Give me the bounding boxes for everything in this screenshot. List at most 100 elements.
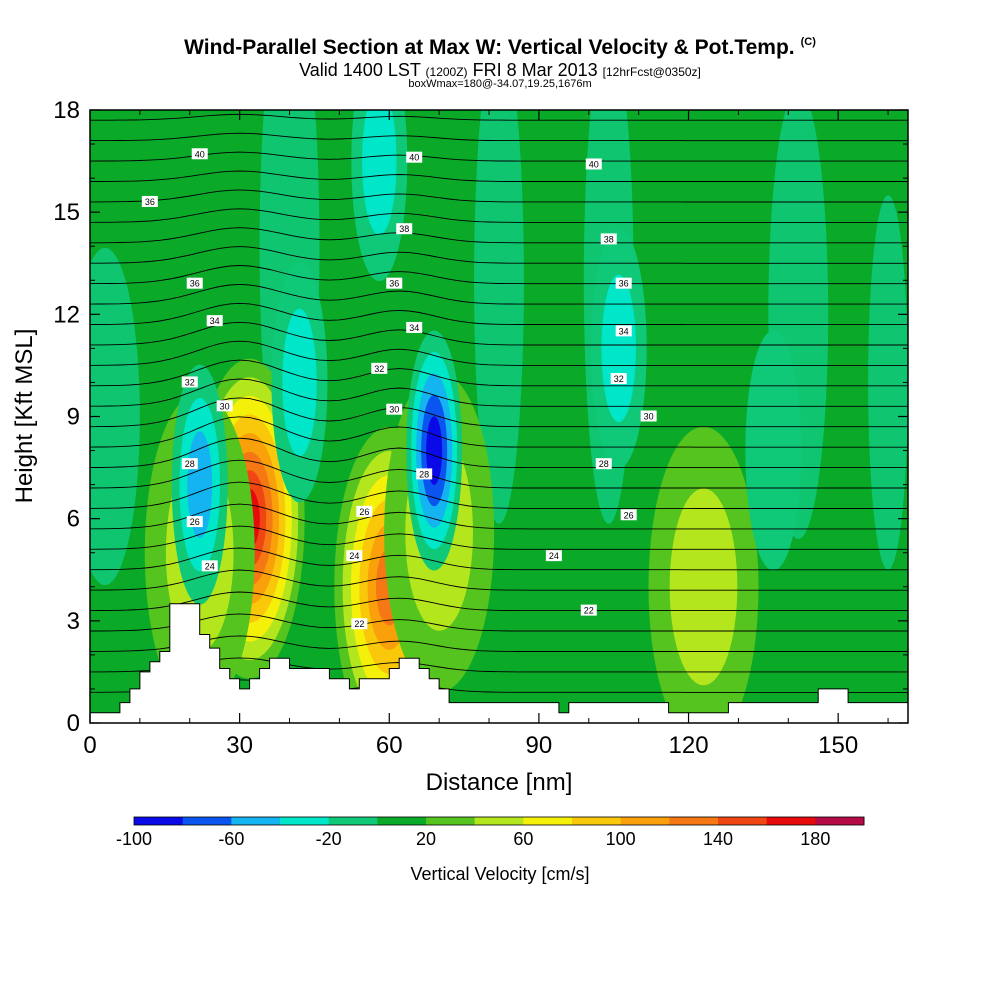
- theta-contour: [90, 437, 908, 469]
- theta-label-bg: [545, 550, 562, 562]
- theta-contour: [90, 227, 908, 244]
- theta-label: 26: [356, 505, 373, 517]
- theta-label-text: 22: [354, 619, 364, 629]
- theta-label-bg: [406, 151, 423, 163]
- velocity-field: [90, 110, 908, 723]
- colorbar-tick-label: -20: [316, 829, 342, 849]
- theta-label-bg: [181, 458, 198, 470]
- background-streak: [90, 247, 140, 586]
- colorbar-swatch: [669, 817, 719, 825]
- downdraft-core: [351, 110, 408, 282]
- downdraft-core: [745, 330, 802, 571]
- theta-label: 36: [615, 277, 632, 289]
- theta-label: 34: [206, 315, 223, 327]
- theta-label-text: 36: [389, 279, 399, 289]
- colorbar-swatch: [620, 817, 670, 825]
- theta-label-bg: [620, 509, 637, 521]
- x-tick-label: 60: [376, 732, 403, 759]
- theta-label-text: 26: [359, 507, 369, 517]
- colorbar-swatch: [474, 817, 524, 825]
- y-tick-label: 15: [53, 199, 80, 226]
- theta-label-bg: [371, 362, 388, 374]
- colorbar-tick-label: 100: [606, 829, 636, 849]
- theta-label-text: 32: [374, 364, 384, 374]
- theta-contour: [90, 481, 908, 509]
- theta-contour: [90, 151, 908, 162]
- downdraft-core: [271, 262, 328, 503]
- theta-contour: [90, 246, 908, 264]
- chart-title: Wind-Parallel Section at Max W: Vertical…: [184, 36, 816, 59]
- core-ring: [669, 488, 738, 686]
- y-tick-label: 18: [53, 97, 80, 124]
- theta-label: 28: [416, 468, 433, 480]
- theta-label: 36: [141, 195, 158, 207]
- y-tick-label: 6: [67, 506, 80, 533]
- theta-label-text: 40: [195, 149, 205, 159]
- colorbar: -100 -60 -20 20 60 100 140 180: [116, 816, 865, 849]
- theta-label: 32: [181, 376, 198, 388]
- theta-contour: [90, 657, 908, 673]
- theta-label: 40: [585, 158, 602, 170]
- colorbar-frame: [133, 816, 865, 826]
- colorbar-swatch: [231, 817, 281, 825]
- downdraft-core: [406, 330, 463, 571]
- colorbar-tick-label: 180: [800, 829, 830, 849]
- background-streak: [474, 110, 524, 524]
- x-tick-label: 30: [226, 732, 253, 759]
- x-axis-label: Distance [nm]: [426, 769, 573, 796]
- theta-label-text: 26: [190, 517, 200, 527]
- theta-label: 24: [545, 550, 562, 562]
- terrain-mask: [90, 603, 908, 723]
- theta-contour: [90, 283, 908, 305]
- theta-label: 30: [216, 400, 233, 412]
- theta-label: 22: [580, 604, 597, 616]
- theta-label: 28: [181, 458, 198, 470]
- colorbar-swatch: [572, 817, 622, 825]
- theta-contour: [90, 569, 908, 591]
- theta-label: 34: [615, 325, 632, 337]
- theta-label-bg: [585, 158, 602, 170]
- theta-label: 38: [600, 233, 617, 245]
- theta-label-bg: [396, 223, 413, 235]
- theta-label-text: 30: [220, 401, 230, 411]
- chart-box-info: boxWmax=180@-34.07,19.25,1676m: [408, 78, 592, 90]
- y-tick-label: 12: [53, 301, 80, 328]
- theta-contour: [90, 378, 908, 407]
- background-streak: [868, 195, 908, 570]
- y-tick-label: 0: [67, 710, 80, 737]
- theta-contour: [90, 459, 908, 489]
- theta-label: 30: [640, 410, 657, 422]
- theta-label-text: 36: [145, 197, 155, 207]
- colorbar-swatch: [182, 817, 232, 825]
- colorbar-tick-label: 20: [416, 829, 436, 849]
- core-ring: [601, 274, 636, 423]
- theta-contour: [90, 132, 908, 142]
- theta-label-text: 22: [584, 606, 594, 616]
- x-tick-label: 150: [818, 732, 858, 759]
- theta-label-text: 24: [205, 561, 215, 571]
- colorbar-tick-label: -100: [116, 829, 152, 849]
- y-tick-label: 3: [67, 608, 80, 635]
- theta-label-text: 32: [614, 374, 624, 384]
- theta-label-bg: [580, 604, 597, 616]
- colorbar-swatch: [280, 817, 330, 825]
- theta-label-bg: [191, 148, 208, 160]
- theta-contour: [90, 189, 908, 203]
- theta-label-text: 34: [409, 323, 419, 333]
- colorbar-label: Vertical Velocity [cm/s]: [410, 864, 589, 884]
- theta-contour: [90, 359, 908, 387]
- theta-label-text: 30: [389, 405, 399, 415]
- colorbar-tick-label: -60: [218, 829, 244, 849]
- theta-label-text: 38: [399, 224, 409, 234]
- theta-label: 32: [371, 362, 388, 374]
- theta-contour: [90, 340, 908, 366]
- theta-label: 24: [201, 560, 218, 572]
- theta-contour: [90, 113, 908, 121]
- theta-label-text: 38: [604, 234, 614, 244]
- updraft-core: [648, 426, 759, 723]
- theta-label-bg: [416, 468, 433, 480]
- theta-label-text: 32: [185, 377, 195, 387]
- theta-label: 22: [351, 618, 368, 630]
- core-ring: [362, 110, 397, 235]
